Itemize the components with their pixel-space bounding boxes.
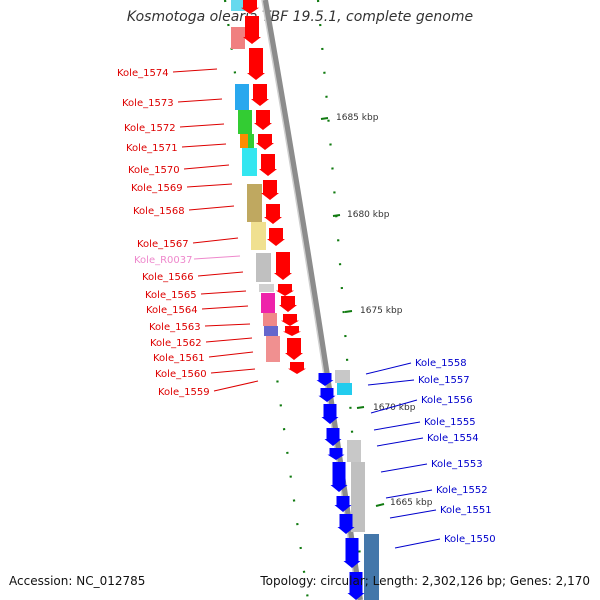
gene-arrow-reverse [324,428,342,446]
gene-arrow-forward [259,154,277,176]
gene-arrow-forward [243,16,261,44]
gene-arrow-forward [267,228,285,246]
gene-label-kole-1553: Kole_1553 [380,459,483,473]
topology-text: Topology: circular; Length: 2,302,126 bp… [260,574,590,588]
inner-dotted-ring [223,0,310,600]
gene-label-kole-1557: Kole_1557 [367,375,470,386]
svg-text:Kole_1574: Kole_1574 [117,68,169,79]
gene-arrow-forward [274,252,292,280]
svg-text:Kole_1566: Kole_1566 [142,272,194,283]
svg-text:Kole_1561: Kole_1561 [153,353,205,364]
gene-arrow-forward [288,362,306,374]
left-gene-labels: Kole_1574 Kole_1573 Kole_1572 Kole_1571 … [117,68,259,398]
gene-label-kole-1565: Kole_1565 [145,290,247,301]
gene-arrow-forward [254,110,272,130]
svg-text:Kole_1553: Kole_1553 [431,459,483,470]
kbp-tick-marks [320,117,385,507]
reverse-strand-arrows [316,373,365,600]
gene-label-kole-r0037: Kole_R0037 [134,255,241,266]
gene-arrow-forward [241,0,259,14]
svg-text:Kole_1559: Kole_1559 [158,387,210,398]
gene-label-kole-1571: Kole_1571 [126,143,227,154]
svg-text:Kole_1563: Kole_1563 [149,322,201,333]
gene-label-kole-1561: Kole_1561 [153,351,254,364]
gene-arrow-forward [283,326,301,336]
kbp-tick-labels: 1685 kbp 1680 kbp 1675 kbp 1670 kbp 1665… [336,113,433,508]
gene-label-kole-1555: Kole_1555 [373,417,476,431]
svg-text:Kole_1555: Kole_1555 [424,417,476,428]
gene-arrow-reverse [330,462,348,492]
svg-text:Kole_1572: Kole_1572 [124,123,176,134]
gene-label-kole-1559: Kole_1559 [158,380,259,398]
map-title: Kosmotoga olearia TBF 19.5.1, complete g… [126,9,474,25]
gene-label-kole-1569: Kole_1569 [131,183,233,194]
gene-label-kole-1567: Kole_1567 [137,237,239,250]
gene-label-kole-1566: Kole_1566 [142,271,244,283]
kbp-label: 1675 kbp [360,306,403,316]
gene-arrow-forward [281,314,299,326]
svg-text:Kole_1562: Kole_1562 [150,338,202,349]
svg-text:Kole_1552: Kole_1552 [436,485,488,496]
gene-arrow-reverse [343,538,361,568]
svg-text:Kole_1551: Kole_1551 [440,505,492,516]
gene-label-kole-1564: Kole_1564 [146,305,249,316]
gene-arrow-reverse [347,572,365,600]
gene-arrow-forward [261,180,279,200]
svg-text:Kole_1571: Kole_1571 [126,143,178,154]
accession-text: Accession: NC_012785 [9,574,146,588]
gene-arrow-forward [264,204,282,224]
svg-text:Kole_1569: Kole_1569 [131,183,183,194]
right-gene-labels: Kole_1558 Kole_1557 Kole_1556 Kole_1555 … [365,358,496,549]
gene-arrow-forward [247,48,265,80]
gene-arrow-forward [251,84,269,106]
svg-text:Kole_1564: Kole_1564 [146,305,198,316]
svg-text:Kole_1560: Kole_1560 [155,369,207,380]
gene-arrow-forward [256,134,274,150]
svg-text:Kole_1567: Kole_1567 [137,239,189,250]
svg-text:Kole_1568: Kole_1568 [133,206,185,217]
kbp-label: 1670 kbp [373,403,416,413]
gene-arrow-reverse [316,373,334,386]
gene-label-kole-1568: Kole_1568 [133,205,235,217]
svg-text:Kole_1565: Kole_1565 [145,290,197,301]
svg-text:Kole_R0037: Kole_R0037 [134,255,193,266]
svg-text:Kole_1573: Kole_1573 [122,98,174,109]
gene-label-kole-1573: Kole_1573 [122,98,223,109]
gene-arrow-reverse [321,404,339,424]
gene-label-kole-1552: Kole_1552 [385,485,488,499]
cog-category-boxes-right [335,370,379,600]
gene-label-kole-1563: Kole_1563 [149,322,251,333]
svg-text:Kole_1558: Kole_1558 [415,358,467,369]
svg-text:Kole_1550: Kole_1550 [444,534,496,545]
gene-label-kole-1570: Kole_1570 [128,164,230,176]
gene-label-kole-1554: Kole_1554 [376,433,479,447]
cog-category-boxes-left [231,0,280,362]
gene-arrow-forward [276,284,294,296]
gene-label-kole-1572: Kole_1572 [124,123,225,134]
kbp-label: 1680 kbp [347,210,390,220]
kbp-label: 1685 kbp [336,113,379,123]
gene-arrow-forward [285,338,303,360]
gene-arrow-reverse [337,514,355,534]
forward-strand-arrows [241,0,306,374]
gene-arrow-forward [279,296,297,312]
svg-text:Kole_1556: Kole_1556 [421,395,473,406]
gene-label-kole-1551: Kole_1551 [389,505,492,519]
gene-label-kole-1558: Kole_1558 [365,358,467,375]
gene-label-kole-1556: Kole_1556 [370,395,473,414]
gene-arrow-reverse [334,496,352,512]
svg-text:Kole_1554: Kole_1554 [427,433,479,444]
gene-label-kole-1550: Kole_1550 [394,534,496,549]
gene-label-kole-1562: Kole_1562 [150,337,253,349]
gene-label-kole-1574: Kole_1574 [117,68,218,79]
gene-label-kole-1560: Kole_1560 [155,368,256,380]
svg-text:Kole_1570: Kole_1570 [128,165,180,176]
gene-arrow-reverse [327,448,345,460]
kbp-label: 1665 kbp [390,498,433,508]
svg-text:Kole_1557: Kole_1557 [418,375,470,386]
gene-arrow-reverse [318,388,336,402]
